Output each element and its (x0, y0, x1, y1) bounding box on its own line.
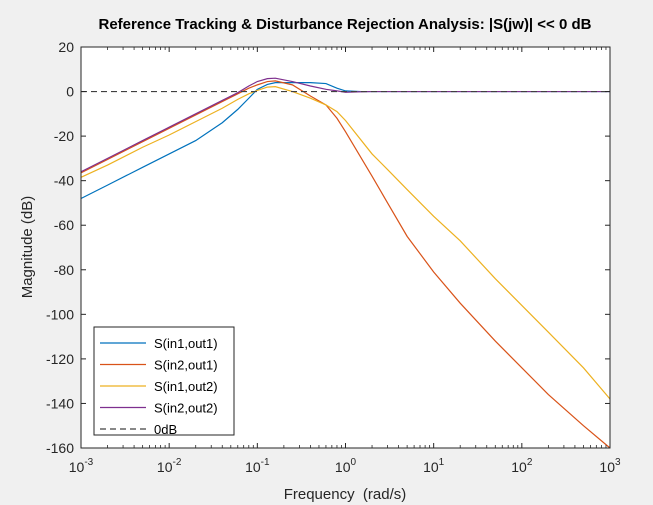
x-tick-label: 103 (599, 457, 621, 475)
legend-box (93, 326, 235, 436)
y-tick-label: -140 (46, 395, 74, 411)
chart-title: Reference Tracking & Disturbance Rejecti… (99, 16, 592, 33)
legend-label-3: S(in1,out2) (154, 379, 218, 394)
y-tick-label: -120 (46, 351, 74, 367)
series-line-2 (80, 80, 611, 449)
x-tick-label: 10-3 (69, 457, 94, 475)
series-layer (80, 77, 611, 449)
series-line-1 (80, 82, 610, 200)
legend-label-5: 0dB (154, 422, 177, 437)
legend: S(in1,out1) S(in2,out1) S(in1,out2) S(in2,o… (93, 326, 235, 437)
y-tick-label: -100 (46, 306, 74, 322)
y-tick-label: -80 (54, 262, 74, 278)
y-tick-label: -20 (54, 128, 74, 144)
x-tick-label: 10-2 (157, 457, 182, 475)
legend-label-2: S(in2,out1) (154, 358, 218, 373)
y-tick-label: -60 (54, 217, 74, 233)
series-line-3 (80, 86, 611, 400)
legend-label-4: S(in2,out2) (154, 401, 218, 416)
x-tick-label: 10-1 (245, 457, 270, 475)
x-tick-label: 100 (335, 457, 357, 475)
y-tick-label: -160 (46, 440, 74, 456)
legend-label-1: S(in1,out1) (154, 336, 218, 351)
x-tick-label: 102 (511, 457, 533, 475)
series-line-4 (80, 77, 610, 173)
y-tick-label: 0 (66, 84, 74, 100)
y-axis-label: Magnitude (dB) (19, 196, 36, 299)
y-tick-label: 20 (58, 39, 74, 55)
x-axis-label: Frequency (rad/s) (284, 486, 407, 503)
x-tick-label: 101 (423, 457, 445, 475)
y-tick-label: -40 (54, 173, 74, 189)
